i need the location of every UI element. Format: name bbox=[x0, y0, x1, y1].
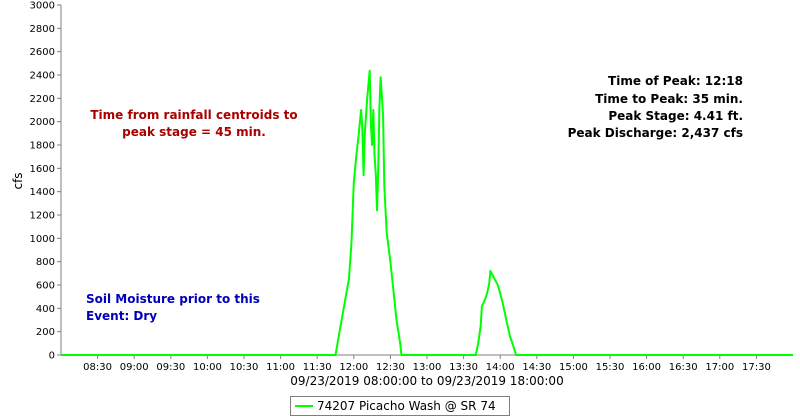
x-tick-label: 14:30 bbox=[522, 362, 551, 373]
y-axis-ticks: 0 200 400 600 800 1000 1200 1400 1600 1800 2000 220… bbox=[30, 1, 61, 362]
legend-swatch bbox=[295, 405, 313, 407]
y-tick-label: 2400 bbox=[30, 71, 55, 82]
peak-time-annotation: Time of Peak: 12:18 bbox=[608, 74, 743, 88]
x-tick-label: 17:00 bbox=[705, 362, 734, 373]
y-axis-title: cfs bbox=[11, 172, 25, 189]
x-axis-ticks: 08:30 09:00 09:30 10:00 10:30 11:00 11:30 12:00… bbox=[83, 355, 771, 373]
x-tick-label: 13:00 bbox=[413, 362, 442, 373]
y-tick-label: 1800 bbox=[30, 141, 55, 152]
y-tick-label: 600 bbox=[36, 281, 55, 292]
y-tick-label: 1200 bbox=[30, 211, 55, 222]
x-axis-title: 09/23/2019 08:00:00 to 09/23/2019 18:00:… bbox=[290, 374, 563, 388]
centroid-annotation-line1: Time from rainfall centroids to bbox=[90, 108, 297, 122]
y-tick-label: 800 bbox=[36, 257, 55, 268]
legend: 74207 Picacho Wash @ SR 74 bbox=[290, 396, 510, 416]
y-tick-label: 2800 bbox=[30, 24, 55, 35]
time-to-peak-annotation: Time to Peak: 35 min. bbox=[595, 92, 743, 106]
y-tick-label: 2200 bbox=[30, 94, 55, 105]
y-tick-label: 1400 bbox=[30, 187, 55, 198]
y-tick-label: 2600 bbox=[30, 47, 55, 58]
x-tick-label: 11:30 bbox=[303, 362, 332, 373]
y-tick-label: 0 bbox=[49, 351, 55, 362]
x-tick-label: 08:30 bbox=[83, 362, 112, 373]
y-tick-label: 3000 bbox=[30, 1, 55, 12]
soil-moisture-annotation-line2: Event: Dry bbox=[86, 309, 157, 323]
x-tick-label: 13:30 bbox=[449, 362, 478, 373]
centroid-annotation-line2: peak stage = 45 min. bbox=[122, 125, 266, 139]
x-tick-label: 11:00 bbox=[266, 362, 295, 373]
y-tick-label: 1600 bbox=[30, 164, 55, 175]
soil-moisture-annotation-line1: Soil Moisture prior to this bbox=[86, 292, 260, 306]
y-tick-label: 1000 bbox=[30, 234, 55, 245]
x-tick-label: 15:30 bbox=[596, 362, 625, 373]
x-tick-label: 10:00 bbox=[193, 362, 222, 373]
x-tick-label: 09:30 bbox=[156, 362, 185, 373]
series-layer bbox=[61, 69, 793, 356]
legend-series-label: 74207 Picacho Wash @ SR 74 bbox=[317, 399, 496, 413]
x-tick-label: 15:00 bbox=[559, 362, 588, 373]
x-tick-label: 16:00 bbox=[632, 362, 661, 373]
x-tick-label: 12:00 bbox=[339, 362, 368, 373]
series-line bbox=[61, 69, 793, 356]
peak-discharge-annotation: Peak Discharge: 2,437 cfs bbox=[568, 126, 743, 140]
peak-stage-annotation: Peak Stage: 4.41 ft. bbox=[608, 109, 743, 123]
y-tick-label: 200 bbox=[36, 327, 55, 338]
x-tick-label: 12:30 bbox=[376, 362, 405, 373]
x-tick-label: 17:30 bbox=[742, 362, 771, 373]
x-tick-label: 16:30 bbox=[669, 362, 698, 373]
y-tick-label: 400 bbox=[36, 304, 55, 315]
x-tick-label: 10:30 bbox=[230, 362, 259, 373]
x-tick-label: 09:00 bbox=[120, 362, 149, 373]
x-tick-label: 14:00 bbox=[486, 362, 515, 373]
y-tick-label: 2000 bbox=[30, 117, 55, 128]
